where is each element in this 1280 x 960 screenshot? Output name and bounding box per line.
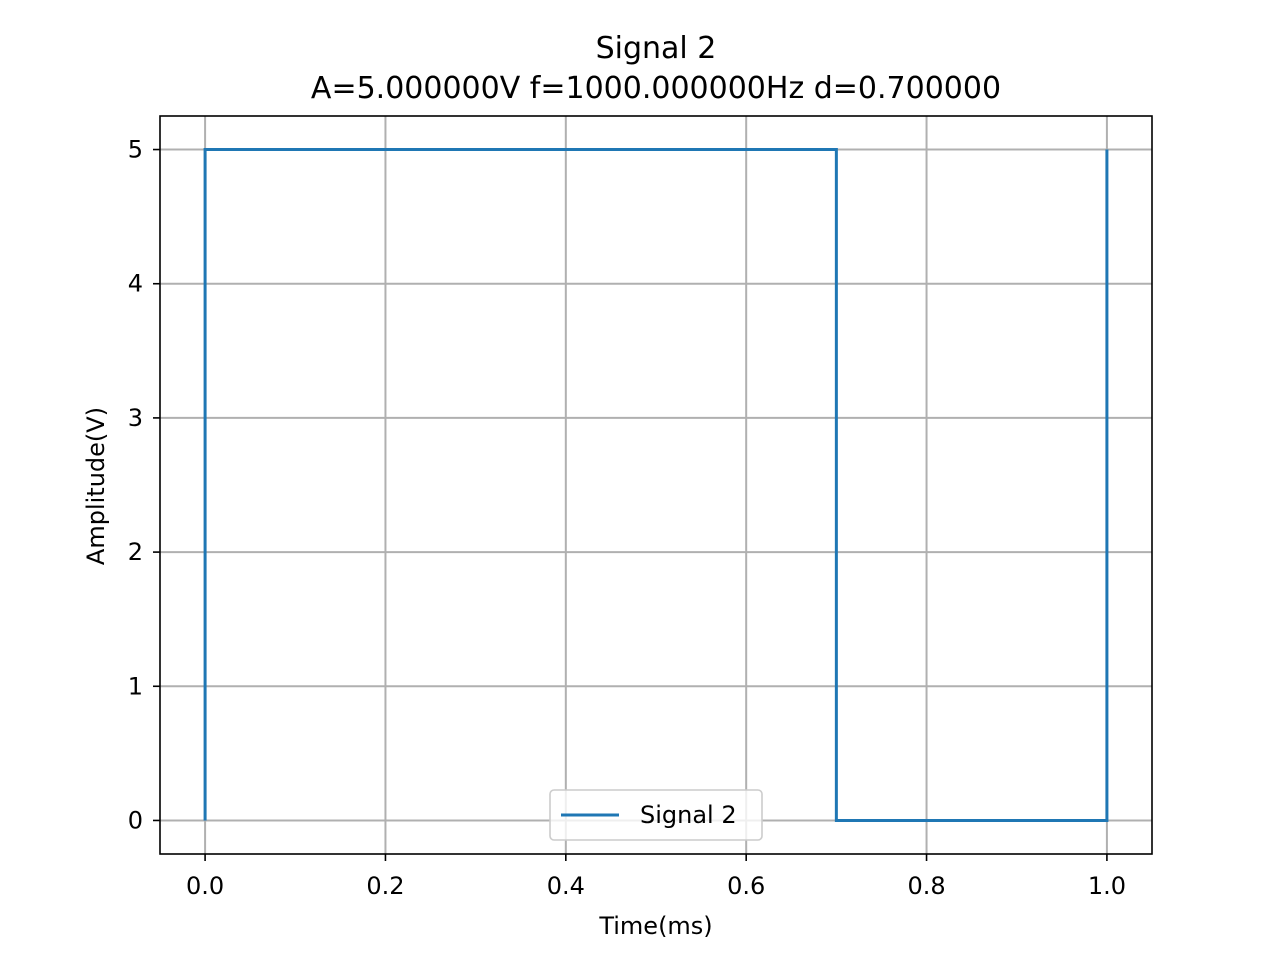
y-tick-label-3: 3 <box>128 404 143 432</box>
plot-frame <box>159 115 1153 855</box>
series-line-signal-2 <box>203 148 1109 822</box>
y-axis: 0 1 2 3 4 5 <box>128 136 160 834</box>
grid <box>160 116 1152 854</box>
x-tick-label-0-0: 0.0 <box>186 872 224 900</box>
chart-subtitle: A=5.000000V f=1000.000000Hz d=0.700000 <box>311 71 1001 106</box>
y-tick-label-5: 5 <box>128 136 143 164</box>
y-tick-label-2: 2 <box>128 538 143 566</box>
x-axis-label: Time(ms) <box>598 912 712 940</box>
plot-area <box>160 116 1152 854</box>
chart-title: Signal 2 <box>596 31 717 66</box>
legend-box <box>549 789 763 841</box>
y-tick-label-4: 4 <box>128 270 143 298</box>
y-tick-label-0: 0 <box>128 806 143 834</box>
x-tick-label-0-4: 0.4 <box>547 872 585 900</box>
x-tick-label-0-2: 0.2 <box>366 872 404 900</box>
x-tick-label-0-6: 0.6 <box>727 872 765 900</box>
y-axis-label: Amplitude(V) <box>82 407 110 565</box>
x-axis: 0.0 0.2 0.4 0.6 0.8 1.0 <box>186 854 1126 900</box>
y-tick-label-1: 1 <box>128 672 143 700</box>
legend: Signal 2 <box>549 789 763 841</box>
x-tick-label-1-0: 1.0 <box>1088 872 1126 900</box>
series-layer <box>203 148 1109 822</box>
legend-label-signal-2: Signal 2 <box>640 801 737 829</box>
x-tick-label-0-8: 0.8 <box>907 872 945 900</box>
